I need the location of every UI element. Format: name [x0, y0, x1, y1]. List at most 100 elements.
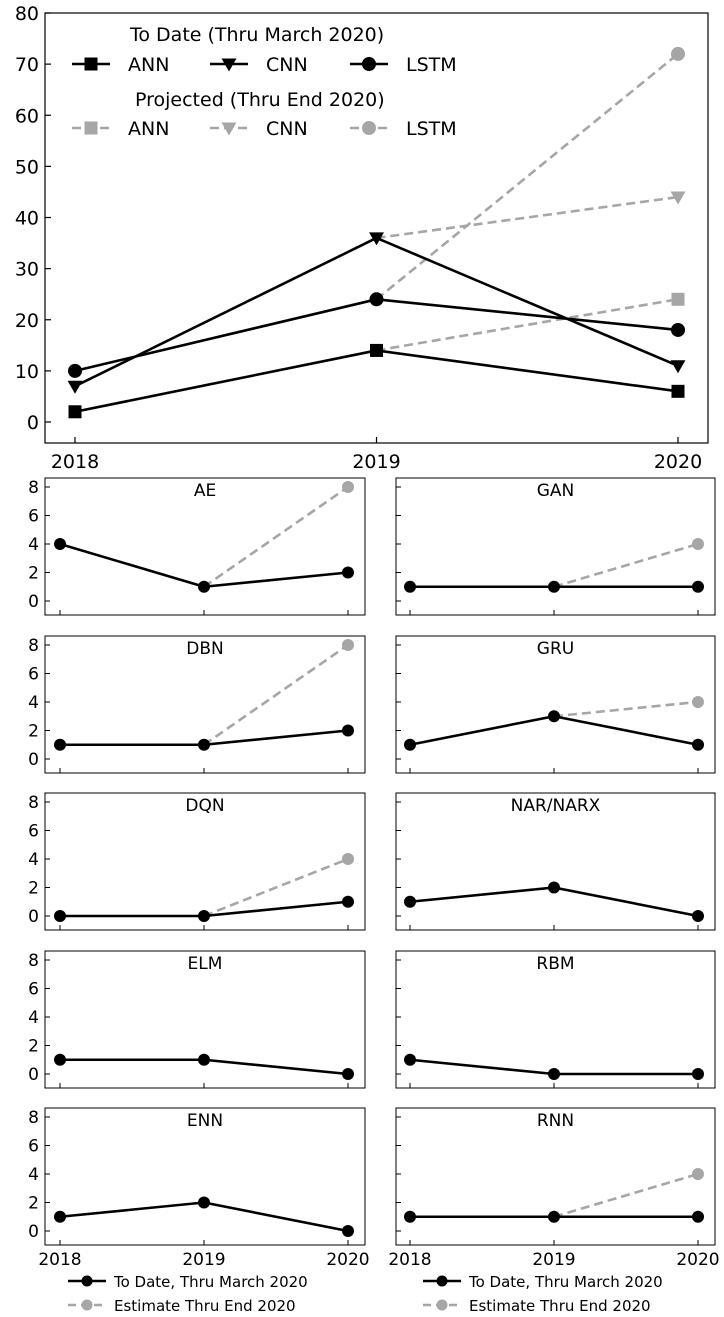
panel-ae: 0 2 4 6 8 AE	[28, 477, 366, 616]
legend-label: To Date, Thru March 2020	[113, 1273, 308, 1291]
to-date-point	[404, 1053, 416, 1066]
series-projected-cnn	[376, 191, 686, 240]
x-tick-label: 2019	[532, 1250, 575, 1270]
to-date-point	[548, 580, 560, 593]
y-tick-label: 8	[28, 793, 39, 813]
y-tick-label: 60	[15, 105, 39, 127]
legend-marker	[84, 57, 98, 71]
to-date-point	[198, 580, 210, 593]
to-date-point	[342, 566, 354, 579]
data-point	[67, 380, 83, 394]
panel-elm: 0 2 4 6 8 ELM	[28, 950, 366, 1089]
to-date-point	[342, 1068, 354, 1080]
estimate-line	[203, 857, 349, 918]
y-tick-label: 6	[28, 665, 39, 685]
legend-item-to-date: To Date, Thru March 2020	[423, 1273, 663, 1291]
y-tick-label: 40	[15, 208, 39, 230]
main-chart: 0 10 20 30 40 50 60 70 80 2018 2019 2020 To Date (Th…	[15, 3, 709, 473]
series-line	[376, 298, 679, 352]
panel-frame	[44, 950, 366, 1089]
y-tick-label: 8	[28, 636, 39, 656]
y-tick-label: 6	[28, 822, 39, 842]
y-tick-label: 50	[15, 156, 39, 178]
to-date-point	[404, 738, 416, 751]
to-date-point	[54, 1053, 66, 1066]
estimate-line	[553, 700, 699, 718]
estimate-point	[692, 538, 704, 550]
series-line	[74, 349, 679, 414]
legend-label: ANN	[128, 118, 169, 140]
legend-item-to_date-cnn: CNN	[210, 54, 308, 76]
legend-title-to-date: To Date (Thru March 2020)	[129, 24, 384, 46]
to-date-point	[342, 895, 354, 908]
series-to_date-lstm	[68, 292, 685, 378]
y-tick-label: 4	[28, 1008, 39, 1028]
y-tick-label: 2	[28, 1037, 39, 1057]
y-tick-label: 6	[28, 1137, 39, 1157]
estimate-point	[692, 1168, 704, 1180]
legend-marker	[436, 1299, 448, 1311]
panel-title: GAN	[537, 481, 575, 501]
to-date-point	[342, 724, 354, 737]
legend-label: Estimate Thru End 2020	[114, 1297, 296, 1315]
y-tick-label: 8	[28, 1108, 39, 1128]
panel-frame	[44, 792, 366, 931]
estimate-point	[342, 639, 354, 651]
legend-label: LSTM	[406, 118, 457, 140]
panel-enn: 0 2 4 6 8 ENN	[28, 1107, 366, 1246]
panel-gru: GRU	[395, 635, 716, 774]
panel-frame	[395, 792, 716, 931]
data-point	[68, 405, 82, 419]
legend-item-to-date: To Date, Thru March 2020	[68, 1273, 308, 1291]
panel-frame	[44, 1107, 366, 1246]
to-date-point	[54, 538, 66, 550]
y-tick-label: 0	[28, 907, 39, 927]
panel-title: ENN	[187, 1111, 223, 1131]
data-point	[670, 360, 686, 374]
panel-title: NAR/NARX	[511, 796, 601, 816]
panel-rnn: RNN	[395, 1107, 716, 1246]
legend-item-estimate: Estimate Thru End 2020	[423, 1297, 651, 1315]
y-tick-label: 2	[28, 1194, 39, 1214]
series-projected-lstm	[375, 46, 685, 301]
data-point	[369, 232, 384, 246]
legend-item-projected-ann: ANN	[72, 118, 169, 140]
series-to_date-ann	[68, 343, 685, 419]
y-tick-label: 20	[15, 310, 39, 332]
panel-nar-narx: NAR/NARX	[395, 792, 716, 931]
y-tick-label: 4	[28, 1165, 39, 1185]
main-plot-frame	[44, 12, 709, 444]
to-date-point	[548, 1068, 560, 1080]
panel-dqn: 0 2 4 6 8 DQN	[28, 792, 366, 931]
data-point	[370, 343, 383, 357]
to-date-point	[198, 1053, 210, 1066]
panel-frame	[395, 477, 716, 616]
x-tick-label: 2018	[51, 451, 99, 473]
panel-frame	[44, 477, 366, 616]
to-date-point	[54, 1210, 66, 1223]
estimate-point	[342, 481, 354, 493]
to-date-point	[54, 910, 66, 922]
y-tick-label: 2	[28, 722, 39, 742]
legend-marker	[221, 58, 237, 72]
to-date-point	[692, 580, 704, 593]
legend-item-to_date-ann: ANN	[72, 54, 169, 76]
data-point	[670, 191, 686, 205]
data-point	[671, 292, 685, 306]
data-point	[671, 322, 685, 337]
y-tick-label: 0	[28, 1222, 39, 1242]
panel-gan: GAN	[395, 477, 716, 616]
data-point	[68, 363, 82, 378]
x-tick-label: 2019	[182, 1250, 225, 1270]
to-date-point	[404, 1210, 416, 1223]
y-tick-label: 2	[28, 879, 39, 899]
panel-title: ELM	[188, 954, 223, 974]
panel-rbm: RBM	[395, 950, 716, 1089]
to-date-point	[54, 738, 66, 751]
to-date-point	[198, 910, 210, 922]
legend-marker	[362, 57, 376, 71]
panel-title: AE	[194, 481, 216, 501]
series-line	[74, 297, 679, 373]
legend-marker	[81, 1275, 93, 1287]
legend-item-estimate: Estimate Thru End 2020	[68, 1297, 296, 1315]
